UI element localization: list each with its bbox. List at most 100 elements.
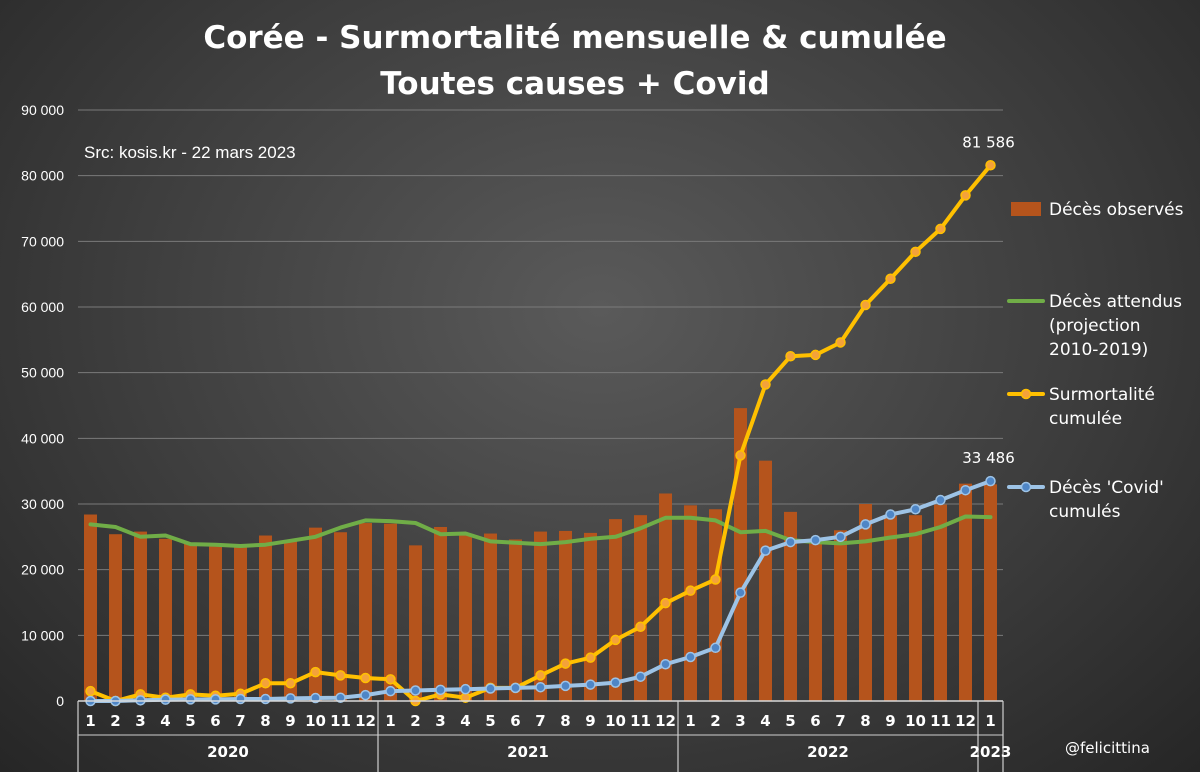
bar-observed	[684, 505, 697, 701]
series-lines	[85, 160, 996, 707]
line-marker	[235, 693, 246, 705]
bar-observed	[334, 532, 347, 701]
chart-title: Corée - Surmortalité mensuelle & cumulée	[203, 20, 946, 56]
x-tick-label: 11	[630, 712, 651, 730]
x-tick-label: 6	[810, 712, 820, 730]
bar-observed	[634, 515, 647, 701]
year-label: 2022	[807, 743, 849, 761]
bar-observed	[834, 530, 847, 701]
x-tick-label: 2	[410, 712, 420, 730]
line-marker	[660, 658, 671, 670]
x-tick-label: 7	[835, 712, 845, 730]
x-tick-label: 12	[655, 712, 676, 730]
line-marker	[260, 693, 271, 705]
line-marker	[285, 678, 296, 689]
x-tick-label: 10	[305, 712, 326, 730]
chart-subtitle: Toutes causes + Covid	[380, 66, 769, 102]
x-tick-label: 8	[260, 712, 270, 730]
line-marker	[360, 672, 371, 684]
legend-label: cumulée	[1049, 409, 1122, 429]
x-tick-label: 3	[735, 712, 745, 730]
gridlines	[78, 109, 1003, 636]
line-deces	[88, 514, 993, 548]
line-marker	[610, 677, 621, 688]
legend-swatch-marker	[1020, 481, 1032, 493]
bar-observed	[484, 533, 497, 701]
y-tick-label: 50 000	[21, 365, 64, 381]
bars-observed	[84, 408, 997, 701]
line-marker	[485, 683, 496, 694]
x-tick-label: 2	[110, 712, 120, 730]
legend-label: Décès attendus	[1049, 292, 1182, 312]
bar-observed	[584, 532, 597, 701]
bar-observed	[409, 545, 422, 701]
line-marker	[585, 652, 596, 663]
y-tick-label: 90 000	[21, 102, 64, 118]
data-label: 81 586	[962, 133, 1015, 151]
line-marker	[685, 585, 696, 596]
line-marker	[585, 679, 596, 690]
legend-swatch-marker	[1020, 388, 1032, 400]
y-tick-label: 30 000	[21, 496, 64, 512]
source-note: Src: kosis.kr - 22 mars 2023	[84, 143, 296, 162]
legend-label: (projection	[1049, 316, 1141, 336]
x-tick-label: 12	[355, 712, 376, 730]
line-marker	[535, 681, 546, 693]
line-marker	[360, 689, 371, 701]
bar-observed	[434, 526, 447, 701]
y-tick-label: 10 000	[21, 627, 64, 643]
bar-observed	[609, 519, 622, 701]
x-tick-label: 5	[785, 712, 795, 730]
line-marker	[860, 519, 871, 530]
line-marker	[735, 450, 746, 461]
line-marker	[560, 680, 571, 692]
bar-observed	[359, 523, 372, 701]
line-marker	[535, 670, 546, 681]
x-tick-label: 9	[885, 712, 895, 730]
legend-label: Décès 'Covid'	[1049, 478, 1164, 498]
x-tick-label: 1	[385, 712, 395, 730]
x-tick-label: 11	[930, 712, 951, 730]
line-marker	[610, 634, 621, 646]
line-marker	[910, 504, 921, 515]
line-marker	[460, 683, 471, 695]
line-marker	[185, 694, 196, 705]
y-tick-label: 0	[56, 693, 64, 709]
line-marker	[785, 536, 796, 548]
y-tick-label: 20 000	[21, 562, 64, 578]
line-marker	[510, 682, 521, 694]
bar-observed	[709, 509, 722, 701]
x-axis: 1 2 3 4 5 6 7 8 9 10 11 12 1 2 3 4 5 6 7 8 9 10 11 12 1 2 3 4 5 6 7 8 9 1…	[77, 700, 1012, 772]
x-tick-label: 6	[210, 712, 220, 730]
year-label: 2020	[207, 743, 249, 761]
line-marker	[635, 671, 646, 682]
line-marker	[885, 273, 896, 285]
line-marker	[810, 349, 821, 361]
x-tick-label: 4	[160, 712, 170, 730]
bar-observed	[534, 531, 547, 701]
y-tick-label: 70 000	[21, 233, 64, 249]
year-label: 2021	[507, 743, 549, 761]
line-marker	[935, 494, 946, 506]
x-tick-label: 1	[85, 712, 95, 730]
line-marker	[835, 337, 846, 348]
line-marker	[710, 574, 721, 585]
bar-observed	[284, 540, 297, 701]
line-marker	[985, 160, 996, 171]
x-tick-label: 1	[685, 712, 695, 730]
x-tick-label: 5	[185, 712, 195, 730]
year-label: 2023	[970, 743, 1012, 761]
bar-observed	[384, 523, 397, 701]
bar-observed	[159, 538, 172, 701]
bar-observed	[209, 546, 222, 701]
bar-observed	[309, 527, 322, 701]
line-marker	[685, 651, 696, 663]
bar-observed	[559, 530, 572, 701]
x-tick-label: 9	[285, 712, 295, 730]
line-marker	[835, 531, 846, 543]
x-tick-label: 7	[535, 712, 545, 730]
line-marker	[860, 299, 871, 311]
line-marker	[735, 587, 746, 598]
x-tick-label: 9	[585, 712, 595, 730]
line-marker	[660, 597, 671, 609]
